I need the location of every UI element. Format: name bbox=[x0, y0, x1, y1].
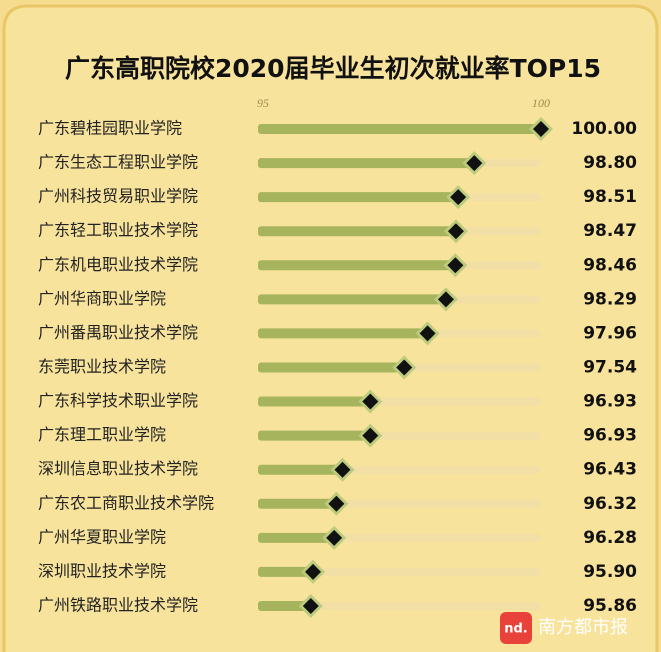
value-label: 97.96 bbox=[583, 323, 637, 343]
bar bbox=[258, 430, 371, 441]
bar bbox=[258, 124, 541, 134]
value-label: 98.29 bbox=[583, 289, 637, 309]
value-label: 96.28 bbox=[583, 528, 637, 548]
category-label: 广东机电职业技术学院 bbox=[38, 255, 198, 274]
bar bbox=[258, 328, 428, 339]
category-label: 广州科技贸易职业学院 bbox=[38, 187, 198, 206]
category-label: 广东碧桂园职业学院 bbox=[38, 119, 182, 138]
marker bbox=[447, 257, 464, 274]
category-label: 广东轻工职业技术学院 bbox=[38, 221, 198, 240]
watermark-logo: nd. bbox=[504, 622, 528, 637]
category-label: 广东生态工程职业学院 bbox=[38, 153, 198, 172]
value-label: 100.00 bbox=[571, 119, 637, 139]
x-tick-label: 100 bbox=[532, 96, 550, 110]
value-label: 96.43 bbox=[583, 460, 637, 480]
bar bbox=[258, 260, 456, 271]
watermark-text: 南方都市报 bbox=[538, 617, 628, 638]
value-label: 95.86 bbox=[583, 596, 637, 616]
marker bbox=[334, 461, 351, 478]
marker bbox=[437, 291, 454, 308]
chart-title: 广东高职院校2020届毕业生初次就业率TOP15 bbox=[65, 54, 601, 83]
marker bbox=[466, 155, 483, 172]
category-label: 广州华夏职业学院 bbox=[38, 527, 166, 546]
category-label: 广州华商职业学院 bbox=[38, 289, 166, 308]
value-label: 98.80 bbox=[583, 153, 637, 173]
track bbox=[258, 567, 541, 576]
marker bbox=[396, 359, 413, 376]
marker bbox=[305, 563, 322, 580]
bar bbox=[258, 158, 475, 169]
value-label: 96.32 bbox=[583, 494, 637, 514]
value-label: 98.51 bbox=[583, 187, 637, 207]
bar bbox=[258, 532, 335, 543]
category-label: 东莞职业技术学院 bbox=[38, 357, 166, 376]
watermark-logo-box bbox=[500, 612, 532, 644]
bar bbox=[258, 362, 405, 373]
category-label: 广州铁路职业技术学院 bbox=[38, 595, 198, 614]
value-label: 98.46 bbox=[583, 255, 637, 275]
category-label: 深圳信息职业技术学院 bbox=[38, 459, 198, 478]
value-label: 97.54 bbox=[583, 357, 637, 377]
bar bbox=[258, 600, 311, 611]
marker bbox=[450, 189, 467, 206]
bar bbox=[258, 566, 314, 577]
watermark: nd. 南方都市报 bbox=[500, 612, 628, 644]
track bbox=[258, 601, 541, 610]
bar bbox=[258, 396, 371, 407]
x-tick-label: 95 bbox=[257, 96, 269, 110]
marker bbox=[362, 427, 379, 444]
value-label: 95.90 bbox=[583, 562, 637, 582]
marker bbox=[447, 223, 464, 240]
category-label: 深圳职业技术学院 bbox=[38, 561, 166, 580]
bar bbox=[258, 498, 337, 509]
marker bbox=[533, 121, 549, 137]
category-label: 广东农工商职业技术学院 bbox=[38, 493, 214, 512]
value-label: 96.93 bbox=[583, 426, 637, 446]
category-label: 广州番禺职业技术学院 bbox=[38, 323, 198, 342]
value-label: 98.47 bbox=[583, 221, 637, 241]
category-label: 广东理工职业学院 bbox=[38, 425, 166, 444]
bar bbox=[258, 192, 459, 203]
marker bbox=[328, 495, 345, 512]
bar bbox=[258, 226, 456, 237]
marker bbox=[302, 597, 319, 614]
marker bbox=[419, 325, 436, 342]
value-label: 96.93 bbox=[583, 392, 637, 412]
marker bbox=[362, 393, 379, 410]
bar bbox=[258, 294, 446, 305]
category-label: 广东科学技术职业学院 bbox=[38, 391, 198, 410]
marker bbox=[326, 529, 343, 546]
bar bbox=[258, 464, 343, 475]
